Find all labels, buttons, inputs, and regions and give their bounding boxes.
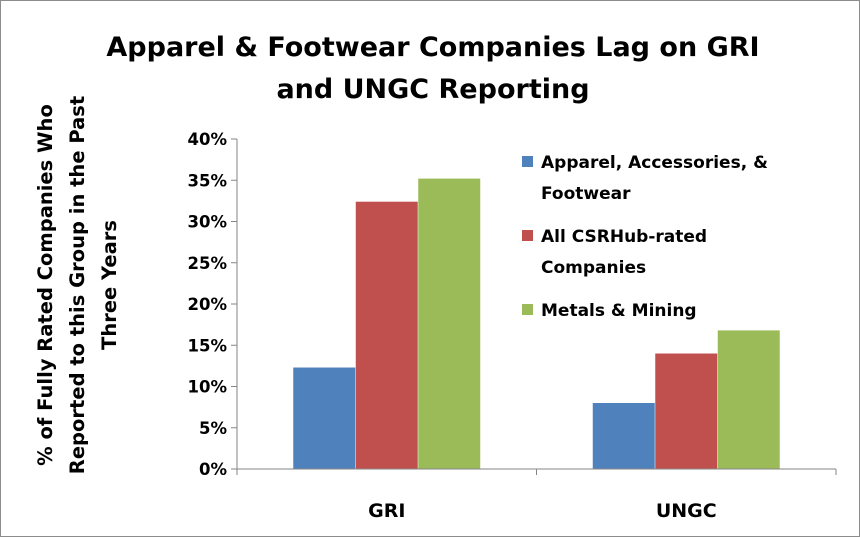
x-axis-categories: GRI UNGC: [368, 500, 717, 522]
y-tick-label: 40%: [188, 130, 228, 149]
legend-label: Footwear: [541, 184, 631, 204]
bar: [293, 367, 356, 469]
x-category-label: UNGC: [656, 500, 717, 522]
legend-label: Companies: [541, 258, 646, 278]
chart-title-line-1: Apparel & Footwear Companies Lag on GRI: [106, 32, 759, 63]
legend-swatch: [522, 230, 533, 241]
y-axis-label-line-2: Reported to this Group in the Past: [66, 96, 89, 474]
y-axis-label-line-1: % of Fully Rated Companies Who: [34, 104, 57, 466]
y-axis-ticks: 0% 5% 10% 15% 20% 25% 30% 35% 40%: [188, 130, 237, 479]
y-axis-label-line-3: Three Years: [98, 220, 121, 350]
y-tick-label: 0%: [199, 460, 227, 479]
legend-label: Metals & Mining: [541, 301, 697, 321]
y-tick-label: 25%: [188, 254, 228, 273]
y-axis-label: % of Fully Rated Companies Who Reported …: [34, 96, 121, 474]
y-tick-label: 5%: [199, 419, 227, 438]
y-tick-label: 10%: [188, 378, 228, 397]
legend-swatch: [522, 304, 533, 315]
legend-label: All CSRHub-rated: [541, 227, 707, 247]
y-tick-label: 15%: [188, 336, 228, 355]
axes: [236, 139, 837, 475]
chart-title-line-2: and UNGC Reporting: [276, 74, 589, 105]
bar: [355, 201, 418, 469]
legend-swatch: [522, 156, 533, 167]
y-tick-label: 30%: [188, 213, 228, 232]
legend-label: Apparel, Accessories, &: [541, 153, 768, 173]
bars: [293, 178, 780, 469]
bar: [592, 403, 655, 469]
y-tick-label: 35%: [188, 171, 228, 190]
bar: [418, 178, 481, 469]
legend: Apparel, Accessories, & Footwear All CSRHu…: [522, 153, 768, 321]
x-category-label: GRI: [368, 500, 405, 522]
y-tick-label: 20%: [188, 295, 228, 314]
bar: [655, 353, 718, 469]
bar: [717, 330, 780, 469]
